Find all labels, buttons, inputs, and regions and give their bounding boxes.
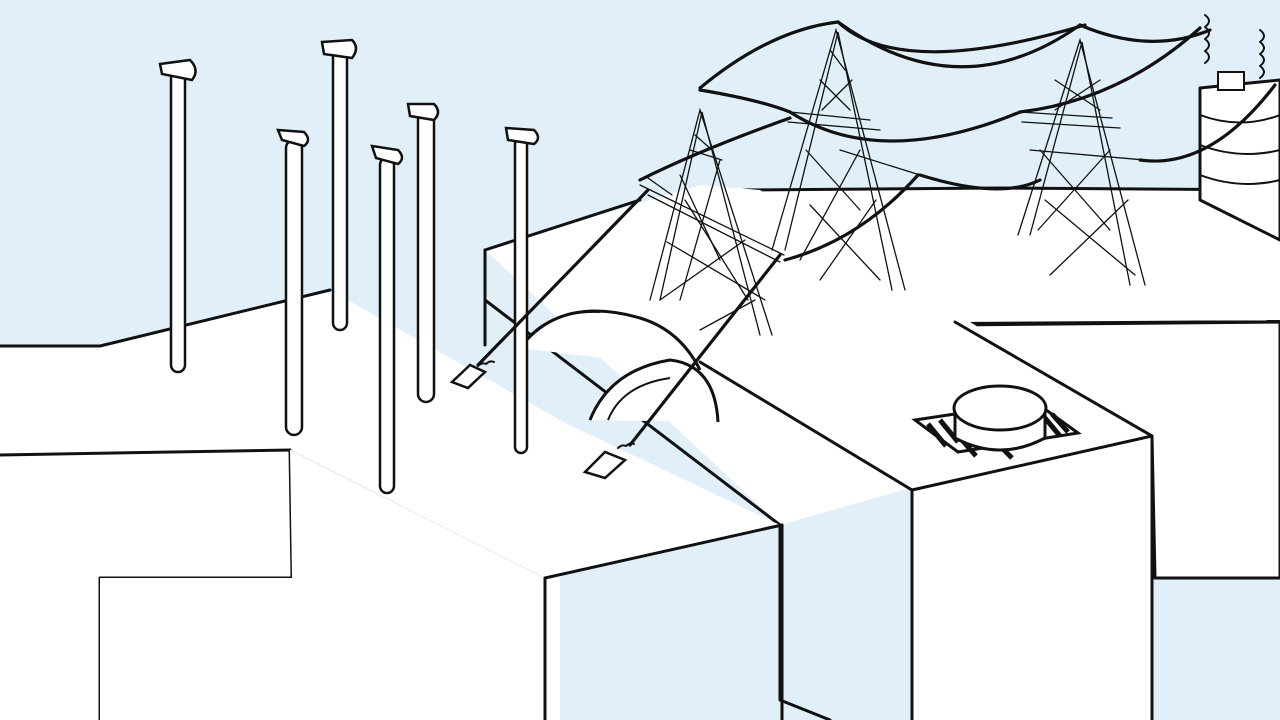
antenna-poles	[158, 38, 540, 495]
antenna-pole-1	[158, 58, 197, 374]
transmission-tower-2	[771, 27, 921, 291]
antenna-pole-4	[370, 144, 404, 495]
transmission-tower-1	[639, 107, 785, 336]
rooftop-vent	[911, 384, 1082, 460]
tall-right-block	[698, 320, 1154, 720]
ground-anchor-2	[582, 442, 635, 480]
transmission-tower-3	[1017, 37, 1146, 286]
antenna-pole-3	[276, 128, 310, 437]
antenna-pole-6	[504, 126, 540, 455]
power-lines	[638, 20, 1277, 262]
front-block	[100, 392, 784, 720]
ground-anchors	[449, 360, 635, 480]
ground-anchor-1	[449, 360, 495, 390]
guy-wires	[476, 188, 782, 447]
antenna-pole-2	[320, 38, 358, 332]
antenna-pole-5	[406, 102, 440, 404]
